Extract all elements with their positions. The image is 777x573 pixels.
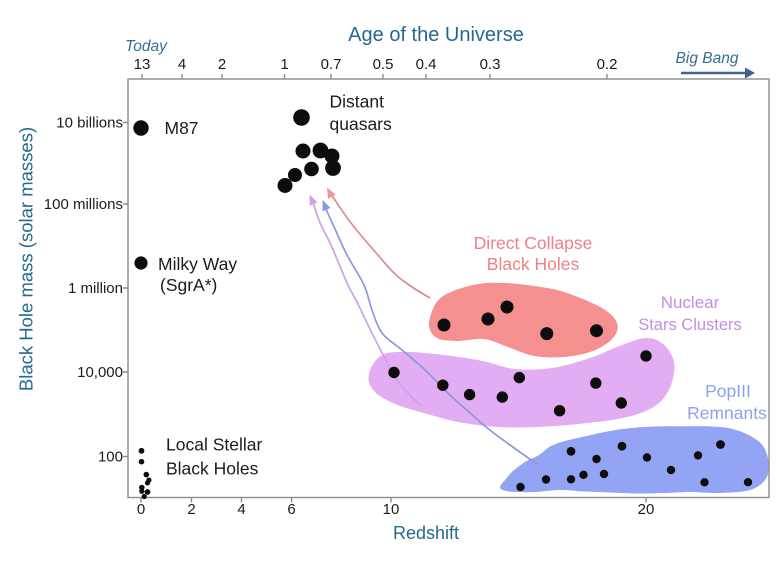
svg-text:(SgrA*): (SgrA*) (160, 275, 217, 295)
svg-text:Stars Clusters: Stars Clusters (638, 316, 742, 334)
svg-text:Remnants: Remnants (687, 403, 767, 423)
svg-text:2: 2 (218, 56, 226, 73)
svg-text:1 million: 1 million (68, 280, 123, 297)
svg-text:Black Holes: Black Holes (487, 254, 580, 274)
svg-text:0.7: 0.7 (321, 56, 342, 73)
svg-text:Milky Way: Milky Way (158, 254, 237, 274)
svg-text:4: 4 (237, 501, 245, 518)
svg-text:10 billions: 10 billions (56, 115, 123, 132)
svg-text:Redshift: Redshift (393, 523, 459, 543)
svg-text:13: 13 (134, 56, 151, 73)
svg-text:0.3: 0.3 (480, 56, 501, 73)
svg-text:Big Bang: Big Bang (676, 50, 739, 67)
svg-text:0.5: 0.5 (373, 56, 394, 73)
svg-text:0.2: 0.2 (597, 56, 618, 73)
svg-text:Today: Today (125, 38, 168, 55)
svg-text:Nuclear: Nuclear (661, 293, 720, 312)
svg-text:100 millions: 100 millions (44, 196, 123, 213)
svg-text:PopIII: PopIII (705, 381, 751, 401)
svg-text:4: 4 (178, 56, 186, 73)
svg-text:1: 1 (280, 56, 288, 73)
svg-text:10,000: 10,000 (77, 364, 123, 381)
svg-text:Age of the Universe: Age of the Universe (348, 24, 524, 46)
svg-text:20: 20 (638, 501, 655, 518)
svg-text:Distant: Distant (330, 92, 385, 112)
svg-text:6: 6 (287, 501, 295, 518)
svg-text:0: 0 (137, 501, 145, 518)
svg-text:Black Holes: Black Holes (166, 459, 259, 479)
svg-text:Local Stellar: Local Stellar (166, 435, 262, 455)
svg-text:0.4: 0.4 (416, 56, 437, 73)
svg-text:Black Hole mass (solar masses): Black Hole mass (solar masses) (16, 127, 37, 391)
svg-text:M87: M87 (165, 118, 199, 138)
svg-text:100: 100 (98, 449, 123, 466)
svg-text:10: 10 (383, 501, 400, 518)
svg-text:quasars: quasars (330, 114, 393, 134)
svg-text:Direct Collapse: Direct Collapse (474, 233, 593, 253)
svg-text:2: 2 (187, 501, 195, 518)
